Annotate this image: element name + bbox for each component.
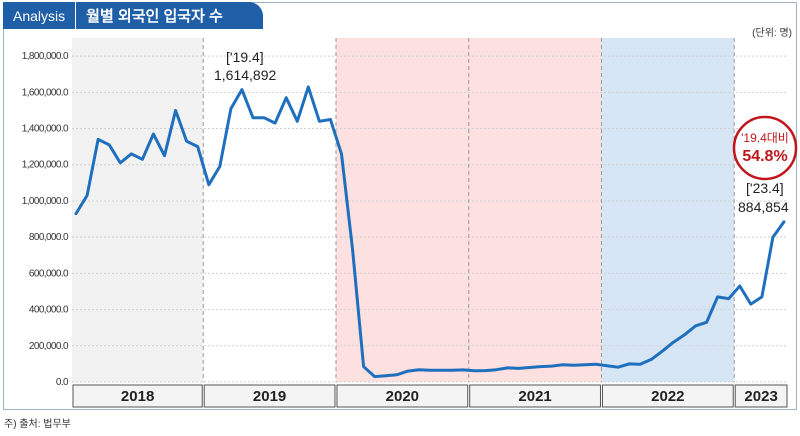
year-box-2020: [336, 384, 469, 408]
badge-value: 54.8%: [742, 148, 787, 165]
title-bar: Analysis 월별 외국인 입국자 수: [3, 2, 263, 29]
year-label-2021: 2021: [518, 388, 551, 405]
badge-label: '19.4대비: [741, 131, 789, 145]
annotation-latest-value: 884,854: [738, 199, 789, 215]
source-footnote: 주) 출처: 법무부: [4, 419, 71, 430]
y-tick-label-9: 1,800,000.0: [22, 51, 69, 62]
y-tick-label-1: 200,000.0: [29, 341, 69, 352]
year-dividers: [202, 38, 735, 382]
y-tick-label-0: 0.0: [56, 377, 69, 388]
series-line-0: [74, 85, 786, 379]
year-box-2023: [734, 384, 788, 408]
shaded-region-2: [601, 38, 735, 382]
y-tick-label-8: 1,600,000.0: [22, 87, 69, 98]
y-tick-label-3: 600,000.0: [29, 268, 69, 279]
year-box-2021: [469, 384, 601, 408]
year-axis: 2018 2019 2020 2021 2022 2023: [72, 384, 788, 408]
series-group: [74, 85, 786, 379]
unit-label: (단위: 명): [752, 28, 792, 39]
y-tick-label-4: 800,000.0: [29, 232, 69, 243]
analysis-tag: Analysis: [3, 2, 76, 29]
shaded-region-0: [72, 38, 204, 382]
year-label-2020: 2020: [386, 388, 419, 405]
y-tick-label-2: 400,000.0: [29, 305, 69, 316]
grid-lines: [72, 55, 788, 383]
year-label-2022: 2022: [651, 388, 684, 405]
year-label-2019: 2019: [253, 388, 286, 405]
annotation-peak-value: 1,614,892: [214, 67, 276, 83]
year-box-2018: [72, 384, 203, 408]
y-tick-label-7: 1,400,000.0: [22, 124, 69, 135]
annotation-peak-date: ['19.4]: [226, 49, 264, 65]
y-axis-ticks: 0.0 200,000.0 400,000.0 600,000.0 800,000.0 1…: [22, 51, 70, 388]
y-tick-label-5: 1,000,000.0: [22, 196, 69, 207]
y-tick-label-6: 1,200,000.0: [22, 160, 69, 171]
annotation-latest-date: ['23.4]: [746, 180, 784, 196]
year-label-2023: 2023: [744, 388, 777, 405]
chart-title: 월별 외국인 입국자 수: [75, 2, 263, 29]
year-label-2018: 2018: [121, 388, 154, 405]
year-box-2022: [601, 384, 734, 408]
shaded-regions: [72, 38, 735, 382]
year-box-2019: [203, 384, 336, 408]
badge-circle: [732, 115, 798, 181]
